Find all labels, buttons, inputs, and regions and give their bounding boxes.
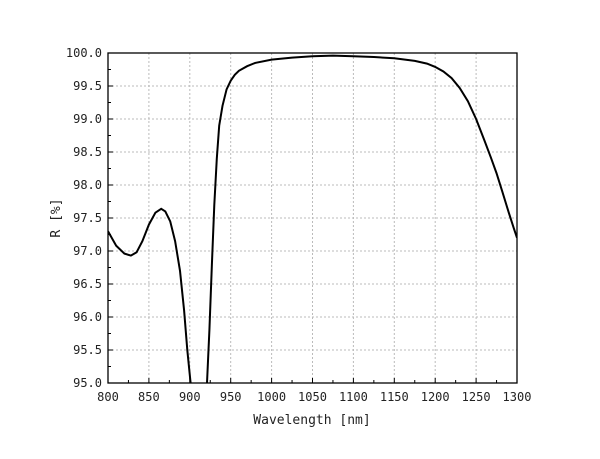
x-tick-label: 1150 — [380, 390, 409, 404]
y-tick-label: 99.5 — [73, 79, 102, 93]
y-tick-label: 97.5 — [73, 211, 102, 225]
x-tick-label: 1200 — [421, 390, 450, 404]
series-line-R — [108, 54, 517, 383]
y-tick-label: 98.0 — [73, 178, 102, 192]
grid — [108, 53, 517, 383]
x-tick-label: 800 — [97, 390, 119, 404]
y-tick-label: 99.0 — [73, 112, 102, 126]
y-tick-label: 96.5 — [73, 277, 102, 291]
x-tick-label: 950 — [220, 390, 242, 404]
x-tick-label: 1300 — [503, 390, 532, 404]
y-tick-label: 95.0 — [73, 376, 102, 390]
x-tick-label: 1000 — [257, 390, 286, 404]
y-tick-label: 96.0 — [73, 310, 102, 324]
x-tick-label: 1050 — [298, 390, 327, 404]
x-tick-label: 900 — [179, 390, 201, 404]
y-tick-labels: 95.0 95.5 96.0 96.5 97.0 97.5 98.0 98.5 99.0 99.5… — [66, 46, 102, 390]
y-tick-label: 100.0 — [66, 46, 102, 60]
x-tick-label: 1250 — [462, 390, 491, 404]
x-axis-label: Wavelength [nm] — [253, 413, 370, 428]
y-tick-label: 97.0 — [73, 244, 102, 258]
y-tick-label: 98.5 — [73, 145, 102, 159]
x-tick-label: 850 — [138, 390, 160, 404]
x-tick-label: 1100 — [339, 390, 368, 404]
y-tick-label: 95.5 — [73, 343, 102, 357]
y-axis-label: R [%] — [49, 198, 64, 237]
x-tick-labels: 800 850 900 950 1000 1050 1100 1150 1200 1250 1300 — [97, 390, 531, 404]
